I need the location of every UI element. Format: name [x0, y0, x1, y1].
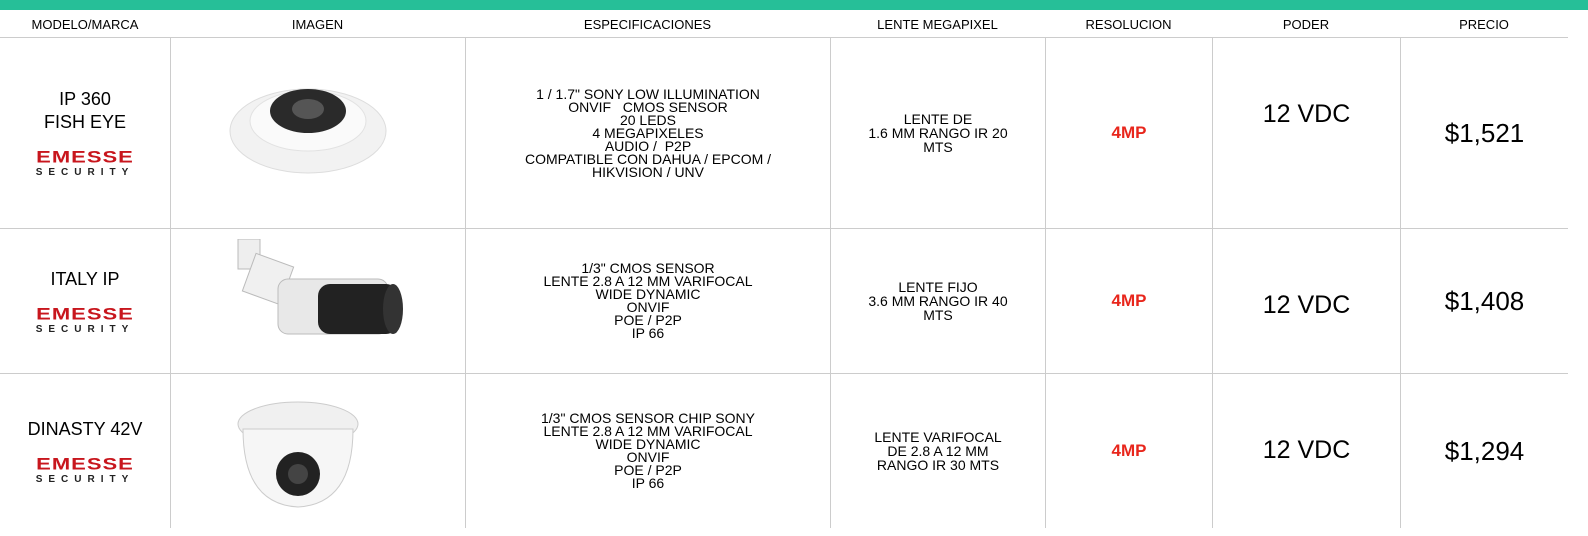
spec-line: ONVIF [626, 449, 670, 465]
spec-line: LENTE 2.8 A 12 MM VARIFOCAL [543, 423, 753, 439]
spec-line: COMPATIBLE CON DAHUA / EPCOM / [524, 150, 772, 167]
lens-line: 1.6 MM RANGO IR 20 [868, 125, 1008, 141]
spec-line: LENTE 2.8 A 12 MM VARIFOCAL [543, 273, 753, 289]
column-header: PODER [1282, 16, 1330, 32]
specs-cell: 1 / 1.7" SONY LOW ILLUMINATION ONVIF CMOS… [465, 37, 830, 228]
lens-line: LENTE FIJO [898, 279, 978, 295]
power-cell: 12 VDC [1212, 228, 1400, 373]
power-cell: 12 VDC [1212, 37, 1400, 228]
spec-line: POE / P2P [614, 462, 682, 478]
model-name: DINASTY 42V [27, 418, 143, 439]
spec-line: 20 LEDS [619, 111, 677, 128]
power: 12 VDC [1262, 100, 1351, 128]
price: $1,408 [1444, 285, 1525, 316]
power-cell: 12 VDC [1212, 373, 1400, 528]
lens-cell: LENTE DE 1.6 MM RANGO IR 20 MTS [830, 37, 1045, 228]
image-cell [170, 373, 465, 528]
spec-line: 1 / 1.7" SONY LOW ILLUMINATION [536, 85, 760, 102]
spec-line: WIDE DYNAMIC [595, 436, 701, 452]
model-name: FISH EYE [43, 112, 127, 132]
lens-line: 3.6 MM RANGO IR 40 [868, 293, 1008, 309]
logo-name: EMESSE [36, 453, 134, 473]
lens-line: DE 2.8 A 12 MM [887, 443, 989, 459]
column-header: LENTE MEGAPIXEL [877, 16, 998, 32]
model-cell: DINASTY 42V EMESSE SECURITY [0, 373, 170, 528]
brand-logo: EMESSE SECURITY [36, 146, 135, 178]
specs-cell: 1/3" CMOS SENSOR LENTE 2.8 A 12 MM VARIFO… [465, 228, 830, 373]
camera-image [229, 88, 387, 173]
camera-image [237, 238, 403, 334]
model-name: ITALY IP [50, 268, 120, 289]
image-cell [170, 37, 465, 228]
logo-tagline: SECURITY [35, 167, 135, 178]
power: 12 VDC [1262, 291, 1351, 319]
column-header: MODELO/MARCA [31, 16, 139, 32]
spec-line: 1/3" CMOS SENSOR CHIP SONY [541, 410, 755, 426]
resolution-cell: 4MP [1045, 228, 1212, 373]
spec-line: 4 MEGAPIXELES [592, 124, 704, 141]
spec-line: ONVIF [626, 299, 670, 315]
spec-line: IP 66 [631, 475, 665, 491]
resolution: 4MP [1111, 441, 1147, 460]
lens-line: RANGO IR 30 MTS [876, 457, 1000, 473]
resolution: 4MP [1111, 291, 1147, 310]
specs-cell: 1/3" CMOS SENSOR CHIP SONY LENTE 2.8 A 12… [465, 373, 830, 528]
resolution-cell: 4MP [1045, 37, 1212, 228]
price: $1,294 [1444, 435, 1525, 466]
model-name: IP 360 [59, 89, 111, 109]
camera-image [237, 401, 359, 508]
spec-line: IP 66 [631, 325, 665, 341]
logo-name: EMESSE [36, 303, 134, 323]
image-cell [170, 228, 465, 373]
logo-tagline: SECURITY [35, 473, 135, 485]
column-header: ESPECIFICACIONES [583, 16, 712, 32]
lens-cell: LENTE VARIFOCAL DE 2.8 A 12 MM RANGO IR 30… [830, 373, 1045, 528]
model-cell: IP 360 FISH EYE EMESSE SECURITY [0, 37, 170, 228]
brand-logo: EMESSE SECURITY [36, 453, 135, 485]
spec-line: AUDIO / P2P [604, 137, 692, 154]
logo-tagline: SECURITY [35, 323, 135, 335]
lens-line: MTS [923, 139, 953, 155]
model-cell: ITALY IP EMESSE SECURITY [0, 228, 170, 373]
resolution: 4MP [1111, 123, 1147, 142]
spec-line: POE / P2P [614, 312, 682, 328]
brand-logo: EMESSE SECURITY [36, 303, 135, 335]
price: $1,521 [1444, 117, 1525, 148]
column-header: RESOLUCION [1085, 16, 1172, 32]
lens-line: MTS [923, 307, 953, 323]
resolution-cell: 4MP [1045, 373, 1212, 528]
column-header: IMAGEN [291, 16, 344, 32]
spec-line: 1/3" CMOS SENSOR [581, 260, 715, 276]
lens-line: LENTE DE [903, 111, 973, 127]
price-cell: $1,408 [1400, 228, 1568, 373]
lens-cell: LENTE FIJO 3.6 MM RANGO IR 40 MTS [830, 228, 1045, 373]
top-bar [0, 0, 1588, 10]
logo-name: EMESSE [36, 147, 134, 166]
column-header: PRECIO [1459, 16, 1509, 32]
price-cell: $1,521 [1400, 37, 1568, 228]
lens-line: LENTE VARIFOCAL [874, 429, 1002, 445]
spec-line: WIDE DYNAMIC [595, 286, 701, 302]
power: 12 VDC [1262, 436, 1351, 464]
spec-line: HIKVISION / UNV [591, 163, 705, 180]
spec-line: ONVIF CMOS SENSOR [568, 98, 728, 115]
price-cell: $1,294 [1400, 373, 1568, 528]
